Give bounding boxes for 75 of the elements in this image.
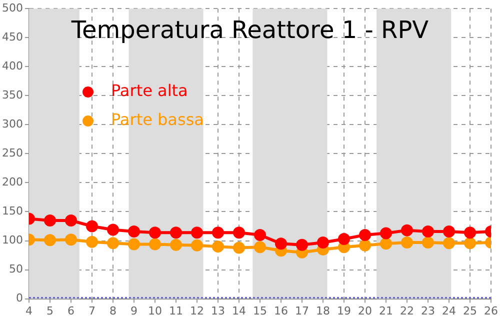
y-tick-label: 300 — [2, 118, 23, 131]
point — [191, 239, 203, 252]
point — [170, 238, 182, 251]
y-tick-label: 400 — [2, 60, 23, 72]
point — [296, 238, 308, 251]
point — [170, 226, 182, 239]
point — [338, 233, 350, 246]
point — [359, 239, 371, 252]
x-tick-label: 19 — [337, 304, 351, 318]
point — [380, 238, 392, 250]
chart-title: Temperatura Reattore 1 - RPV — [70, 16, 430, 44]
y-tick-label: 100 — [2, 234, 23, 247]
y-tick-label: 250 — [2, 146, 23, 160]
point — [401, 224, 413, 236]
x-tick-label: 23 — [421, 304, 435, 318]
point — [44, 214, 56, 226]
point — [191, 226, 203, 239]
point — [233, 242, 245, 254]
x-tick-label: 8 — [109, 304, 116, 318]
y-tick-label: 0 — [16, 292, 23, 305]
point — [106, 224, 119, 236]
point — [443, 237, 455, 250]
point — [106, 237, 119, 250]
point — [443, 225, 455, 238]
point — [212, 226, 224, 239]
x-tick-label: 5 — [46, 304, 54, 318]
point — [464, 237, 476, 250]
x-tick-label: 4 — [25, 304, 32, 318]
x-tick-label: 10 — [148, 304, 162, 318]
point — [254, 241, 266, 254]
point — [148, 238, 161, 250]
legend-label: Parte bassa — [111, 110, 204, 130]
point — [317, 236, 329, 248]
point — [380, 227, 392, 240]
point — [212, 240, 224, 253]
x-tick-label: 18 — [316, 304, 330, 318]
y-tick-label: 350 — [2, 88, 23, 102]
x-tick-label: 6 — [67, 304, 74, 318]
point — [422, 225, 434, 238]
y-tick-label: 50 — [8, 262, 23, 276]
point — [464, 226, 476, 239]
y-tick-label: 150 — [2, 204, 23, 218]
point — [359, 228, 371, 241]
x-tick-label: 20 — [358, 304, 372, 318]
point — [86, 236, 98, 248]
x-tick-label: 12 — [190, 304, 204, 318]
point — [401, 236, 413, 248]
x-tick-label: 22 — [400, 304, 414, 318]
y-tick-label: 200 — [2, 176, 23, 189]
point — [275, 238, 287, 250]
x-tick-label: 9 — [130, 304, 138, 318]
point — [254, 228, 266, 241]
x-tick-label: 15 — [253, 304, 267, 318]
x-tick-label: 26 — [484, 304, 498, 318]
x-tick-label: 7 — [88, 304, 96, 318]
x-tick-label: 11 — [168, 304, 183, 318]
x-tick-label: 16 — [274, 304, 288, 318]
point — [64, 234, 77, 246]
x-tick-label: 21 — [379, 304, 393, 318]
y-tick-label: 500 — [2, 1, 23, 14]
point — [233, 226, 245, 239]
point — [422, 236, 434, 248]
point — [64, 214, 77, 226]
point — [148, 226, 161, 239]
x-tick-label: 17 — [295, 304, 309, 318]
point — [128, 238, 140, 250]
x-tick-label: 14 — [232, 304, 246, 318]
point — [44, 234, 56, 246]
y-tick-label: 450 — [2, 30, 23, 44]
x-tick-label: 24 — [442, 304, 456, 318]
point — [128, 225, 140, 238]
x-tick-label: 13 — [211, 304, 225, 318]
point — [86, 220, 98, 232]
x-tick-label: 25 — [463, 304, 477, 318]
legend-label: Parte alta — [111, 81, 188, 100]
